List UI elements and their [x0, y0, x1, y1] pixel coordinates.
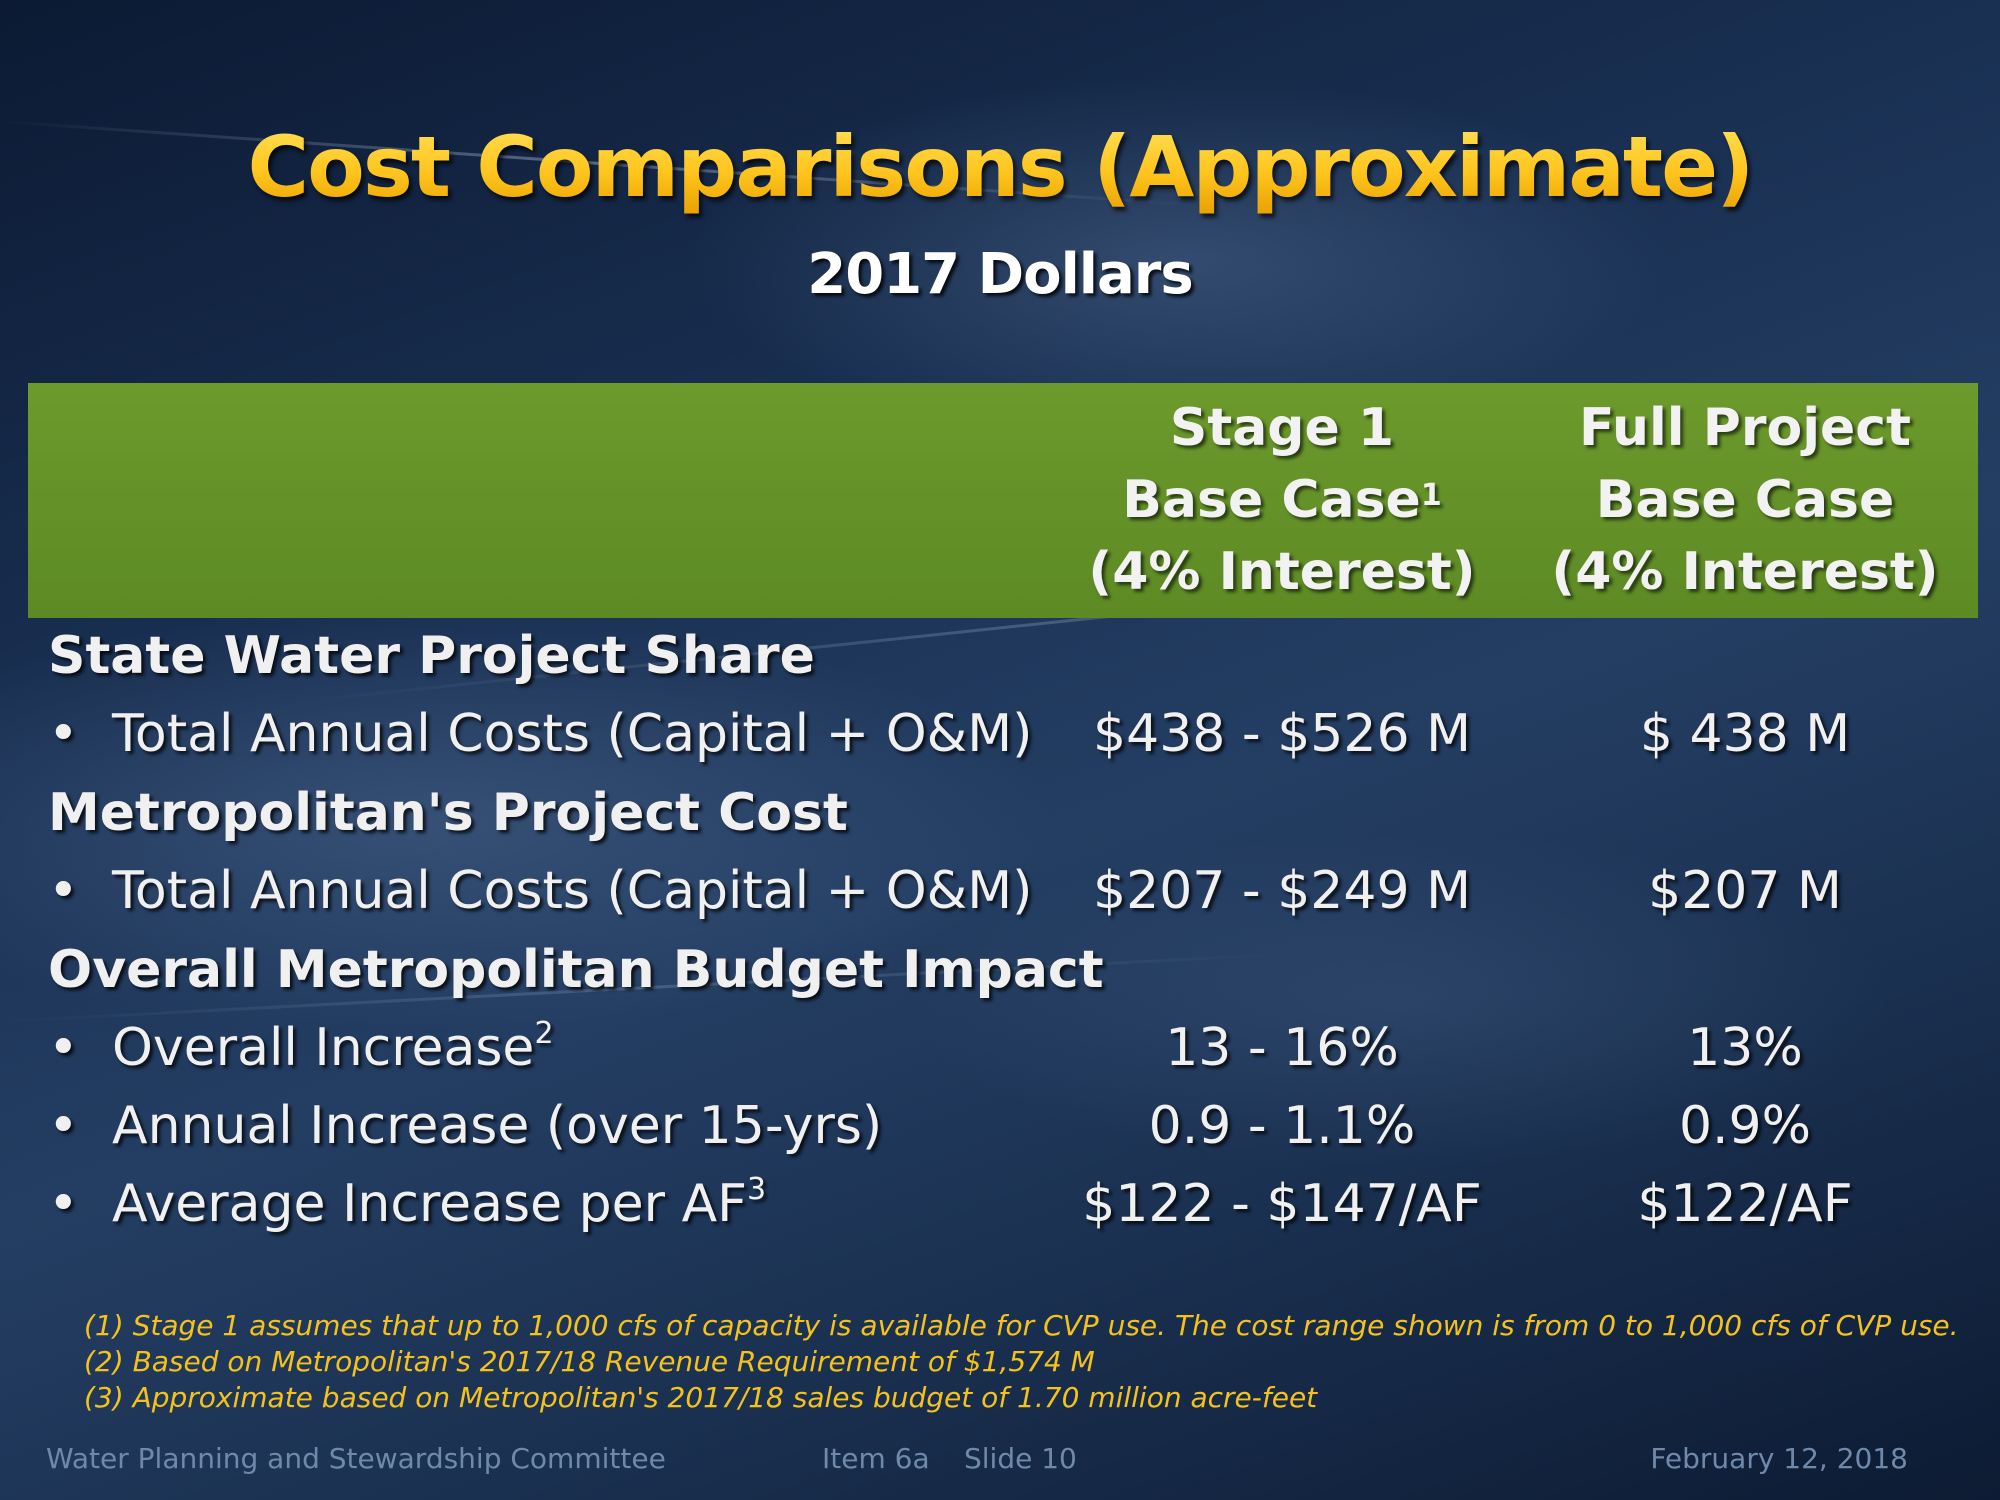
row-label: Average Increase per AF3	[112, 1172, 767, 1234]
column-header-line: (4% Interest)	[1088, 542, 1476, 602]
bullet-icon: •	[48, 704, 79, 764]
row-label: Overall Increase2	[112, 1016, 554, 1078]
full-project-value: 0.9%	[1678, 1096, 1812, 1156]
footer-committee: Water Planning and Stewardship Committee	[46, 1442, 666, 1475]
full-project-value: $ 438 M	[1639, 704, 1851, 764]
column-header-line: Base Case1	[1122, 470, 1442, 530]
footer-item: Item 6a	[822, 1442, 930, 1475]
stage1-value: $122 - $147/AF	[1082, 1174, 1482, 1234]
column-header-line: Stage 1	[1169, 398, 1395, 458]
table-row: • Average Increase per AF3 $122 - $147/A…	[0, 1168, 2000, 1246]
section-row: State Water Project Share	[0, 620, 2000, 698]
column-header-line: (4% Interest)	[1551, 542, 1939, 602]
stage1-value: $207 - $249 M	[1093, 861, 1471, 921]
footnote: (1) Stage 1 assumes that up to 1,000 cfs…	[84, 1309, 1959, 1342]
section-label: Metropolitan's Project Cost	[48, 783, 848, 843]
footnote-marker: 1	[1420, 478, 1442, 513]
footnotes: (1) Stage 1 assumes that up to 1,000 cfs…	[84, 1308, 1974, 1416]
row-label: Total Annual Costs (Capital + O&M)	[112, 861, 1033, 921]
footer-slide: Slide 10	[964, 1442, 1077, 1475]
section-label: State Water Project Share	[48, 626, 815, 686]
full-project-value: 13%	[1687, 1018, 1803, 1078]
table-header-band	[28, 383, 1978, 618]
row-label: Total Annual Costs (Capital + O&M)	[112, 704, 1033, 764]
section-label: Overall Metropolitan Budget Impact	[48, 940, 1104, 1000]
column-header-full-project: Full Project Base Case (4% Interest)	[1515, 392, 1975, 608]
stage1-value: $438 - $526 M	[1093, 704, 1471, 764]
column-header-stage1: Stage 1 Base Case1 (4% Interest)	[1052, 392, 1512, 608]
bullet-icon: •	[48, 861, 79, 921]
section-row: Overall Metropolitan Budget Impact	[0, 934, 2000, 1012]
full-project-value: $122/AF	[1637, 1174, 1853, 1234]
full-project-value: $207 M	[1648, 861, 1842, 921]
bullet-icon: •	[48, 1174, 79, 1234]
stage1-value: 13 - 16%	[1165, 1018, 1399, 1078]
row-label: Annual Increase (over 15-yrs)	[112, 1096, 883, 1156]
table-row: • Overall Increase2 13 - 16% 13%	[0, 1012, 2000, 1090]
table-row: • Total Annual Costs (Capital + O&M) $43…	[0, 698, 2000, 776]
bullet-icon: •	[48, 1018, 79, 1078]
footnote: (3) Approximate based on Metropolitan's …	[84, 1381, 1318, 1414]
column-header-line: Full Project	[1579, 398, 1911, 458]
footnote-marker: 3	[747, 1172, 767, 1207]
stage1-value: 0.9 - 1.1%	[1148, 1096, 1416, 1156]
slide-subtitle: 2017 Dollars	[807, 242, 1193, 307]
slide-title: Cost Comparisons (Approximate)	[0, 118, 2000, 216]
column-header-line: Base Case	[1595, 470, 1895, 530]
footnote: (2) Based on Metropolitan's 2017/18 Reve…	[84, 1345, 1095, 1378]
section-row: Metropolitan's Project Cost	[0, 777, 2000, 855]
footer-date: February 12, 2018	[1650, 1442, 1908, 1475]
footnote-marker: 2	[534, 1016, 554, 1051]
table-row: • Total Annual Costs (Capital + O&M) $20…	[0, 855, 2000, 933]
bullet-icon: •	[48, 1096, 79, 1156]
table-row: • Annual Increase (over 15-yrs) 0.9 - 1.…	[0, 1090, 2000, 1168]
